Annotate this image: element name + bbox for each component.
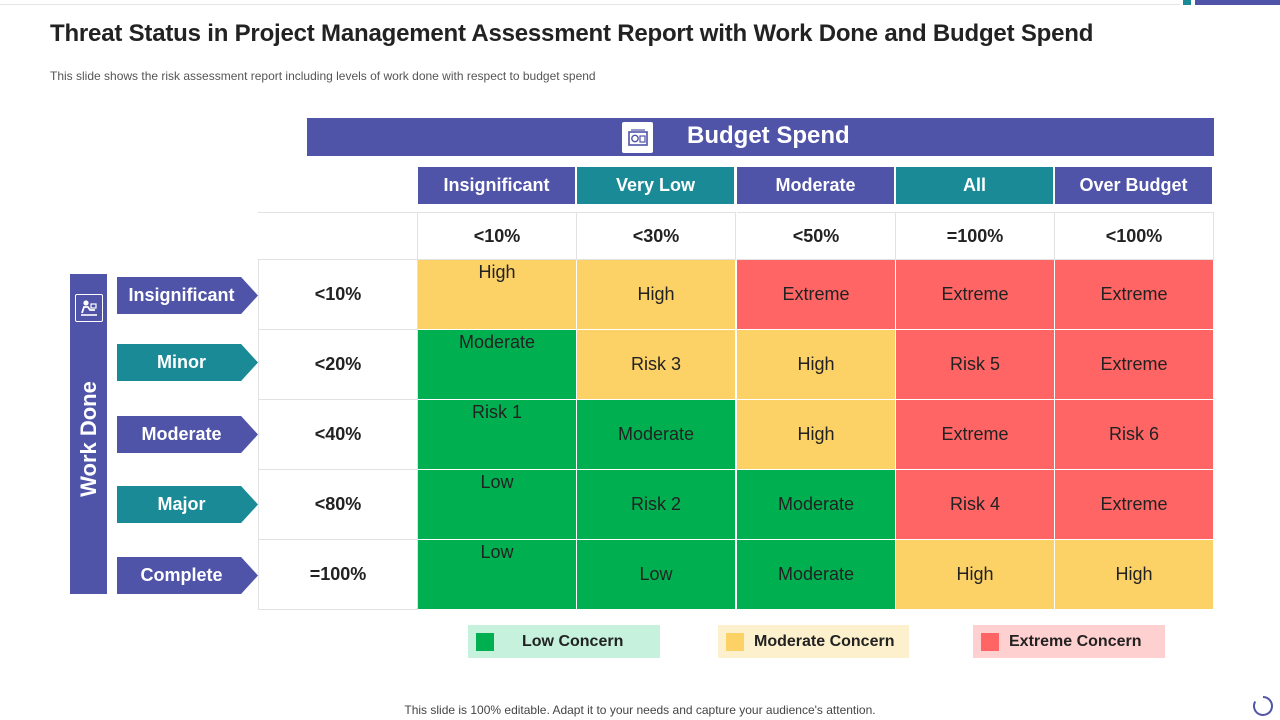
risk-cell-low: Moderate bbox=[418, 330, 577, 400]
legend-swatch bbox=[476, 632, 494, 651]
work-row-label-major: Major bbox=[117, 486, 258, 523]
legend-item-low-concern: Low Concern bbox=[468, 625, 660, 658]
budget-column-header-very-low: Very Low bbox=[577, 167, 734, 204]
budget-percent-very-low: <30% bbox=[577, 212, 736, 260]
budget-column-header-over-budget: Over Budget bbox=[1055, 167, 1212, 204]
risk-cell-extreme: Extreme bbox=[737, 260, 896, 330]
worker-icon bbox=[75, 294, 103, 322]
budget-column-header-all: All bbox=[896, 167, 1053, 204]
budget-percent-insignificant: <10% bbox=[418, 212, 577, 260]
work-row-label-complete: Complete bbox=[117, 557, 258, 594]
page-subtitle: This slide shows the risk assessment rep… bbox=[50, 69, 596, 83]
risk-cell-low: Low bbox=[418, 540, 577, 610]
work-row-label-moderate: Moderate bbox=[117, 416, 258, 453]
footer-note: This slide is 100% editable. Adapt it to… bbox=[404, 703, 876, 717]
risk-cell-extreme: Extreme bbox=[1055, 470, 1214, 540]
risk-cell-moderate: High bbox=[737, 400, 896, 470]
risk-cell-moderate: High bbox=[418, 260, 577, 330]
legend-swatch bbox=[726, 632, 744, 651]
budget-spend-header: Budget Spend bbox=[307, 118, 1214, 156]
budget-percent-all: =100% bbox=[896, 212, 1055, 260]
risk-cell-low: Low bbox=[418, 470, 577, 540]
risk-cell-extreme: Extreme bbox=[1055, 260, 1214, 330]
work-percent-insignificant: <10% bbox=[258, 260, 418, 330]
risk-cell-low: Moderate bbox=[737, 540, 896, 610]
risk-cell-extreme: Extreme bbox=[1055, 330, 1214, 400]
work-percent-major: <80% bbox=[258, 470, 418, 540]
budget-column-header-moderate: Moderate bbox=[737, 167, 894, 204]
risk-cell-moderate: Risk 3 bbox=[577, 330, 736, 400]
risk-cell-moderate: High bbox=[737, 330, 896, 400]
work-row-label-insignificant: Insignificant bbox=[117, 277, 258, 314]
risk-cell-low: Risk 2 bbox=[577, 470, 736, 540]
work-done-title: Work Done bbox=[75, 381, 101, 497]
risk-cell-low: Moderate bbox=[577, 400, 736, 470]
legend-label: Extreme Concern bbox=[1009, 632, 1142, 650]
legend-item-moderate-concern: Moderate Concern bbox=[718, 625, 909, 658]
top-accent-purple bbox=[1195, 0, 1280, 5]
money-icon bbox=[622, 122, 653, 153]
grid-corner-cell bbox=[258, 212, 418, 260]
risk-cell-low: Moderate bbox=[737, 470, 896, 540]
risk-cell-low: Low bbox=[577, 540, 736, 610]
risk-cell-moderate: High bbox=[577, 260, 736, 330]
budget-percent-over-budget: <100% bbox=[1055, 212, 1214, 260]
legend-swatch bbox=[981, 632, 999, 651]
budget-spend-title: Budget Spend bbox=[687, 122, 850, 149]
risk-cell-extreme: Risk 5 bbox=[896, 330, 1055, 400]
risk-cell-extreme: Risk 4 bbox=[896, 470, 1055, 540]
top-rule bbox=[0, 4, 1180, 5]
legend-label: Moderate Concern bbox=[754, 632, 895, 650]
budget-percent-moderate: <50% bbox=[737, 212, 896, 260]
risk-cell-low: Risk 1 bbox=[418, 400, 577, 470]
risk-cell-moderate: High bbox=[896, 540, 1055, 610]
risk-cell-extreme: Risk 6 bbox=[1055, 400, 1214, 470]
work-done-bar: Work Done bbox=[70, 274, 107, 594]
work-percent-moderate: <40% bbox=[258, 400, 418, 470]
risk-cell-extreme: Extreme bbox=[896, 400, 1055, 470]
risk-cell-moderate: High bbox=[1055, 540, 1214, 610]
page-title: Threat Status in Project Management Asse… bbox=[50, 20, 1094, 47]
budget-column-header-insignificant: Insignificant bbox=[418, 167, 575, 204]
work-percent-minor: <20% bbox=[258, 330, 418, 400]
top-accent-teal bbox=[1183, 0, 1191, 5]
risk-cell-extreme: Extreme bbox=[896, 260, 1055, 330]
work-row-label-minor: Minor bbox=[117, 344, 258, 381]
legend-item-extreme-concern: Extreme Concern bbox=[973, 625, 1165, 658]
loading-spinner-icon bbox=[1253, 696, 1273, 716]
legend-label: Low Concern bbox=[522, 632, 624, 650]
work-percent-complete: =100% bbox=[258, 540, 418, 610]
